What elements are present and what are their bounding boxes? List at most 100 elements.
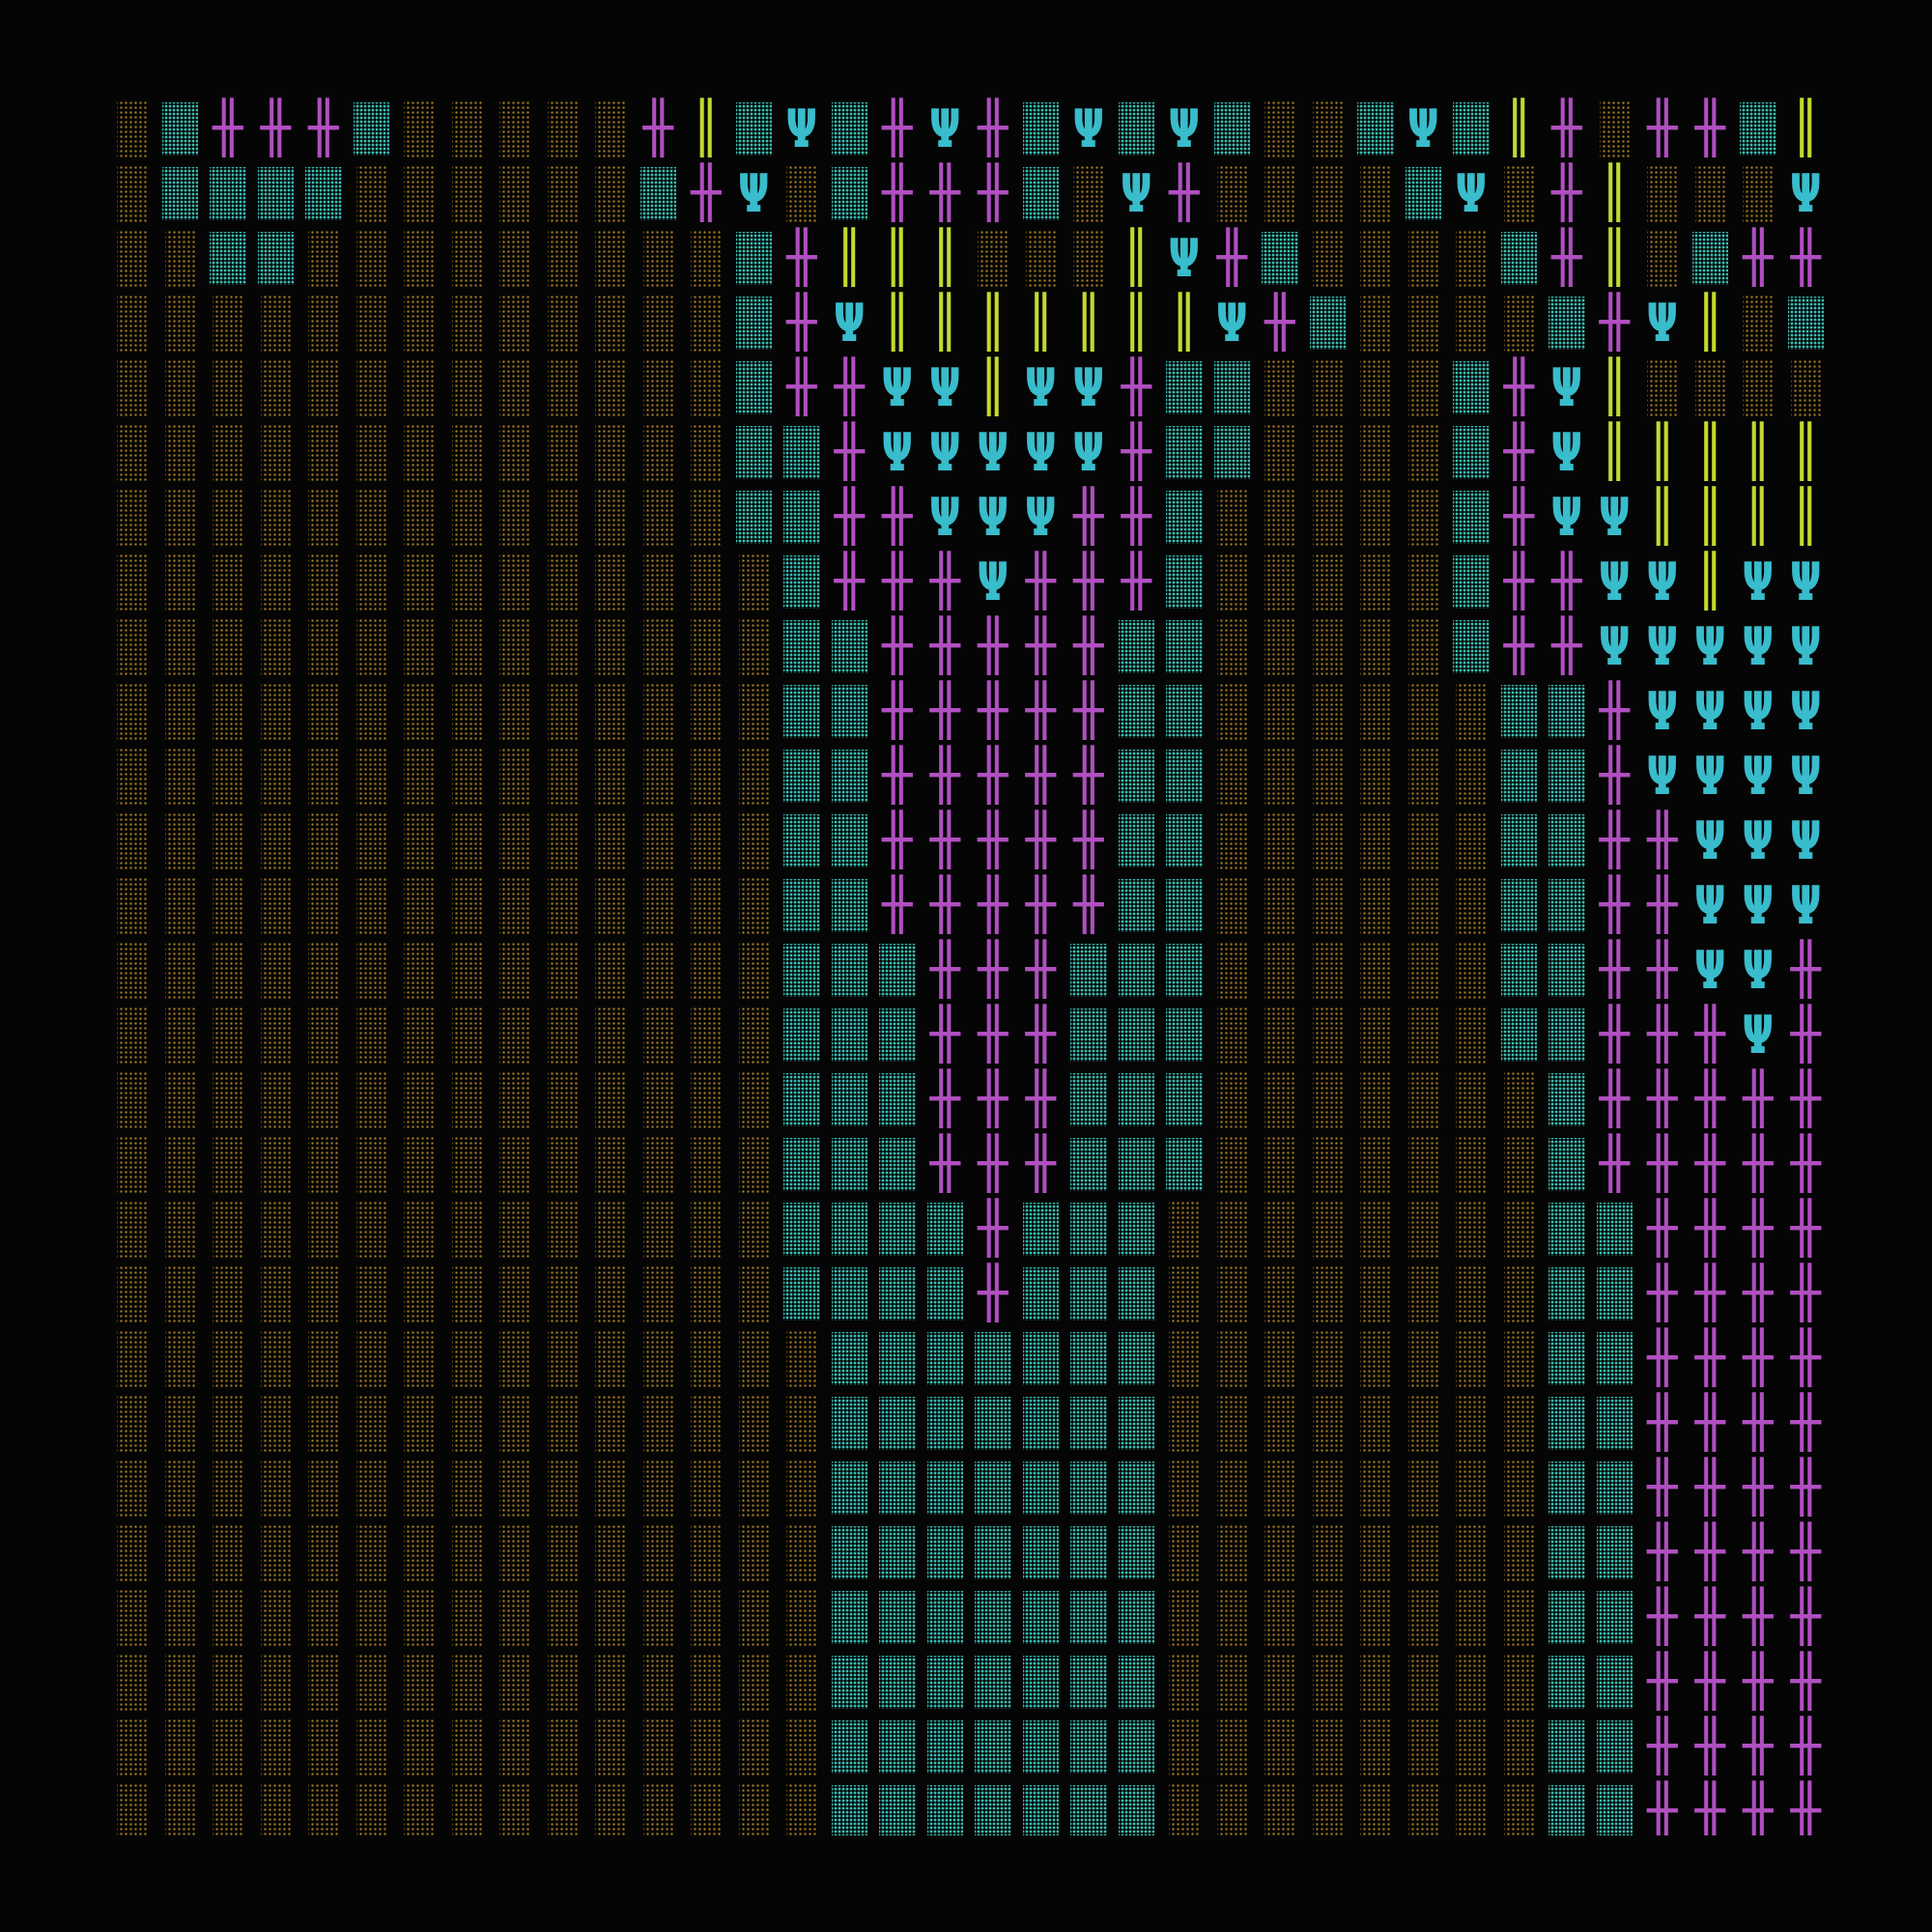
dirt-tile [682, 1003, 730, 1067]
dirt-tile [299, 291, 348, 355]
dirt-tile [1304, 161, 1352, 226]
dirt-tile [1256, 809, 1304, 873]
moss-tile [156, 97, 205, 161]
moss-tile [204, 226, 252, 291]
moss-tile [1591, 1715, 1639, 1779]
crystal-wall-icon: ╫ [1694, 1718, 1725, 1776]
dirt-tile [348, 1132, 396, 1197]
dirt-tile [1304, 1650, 1352, 1715]
trident-plant-icon: Ψ [881, 357, 913, 418]
dirt-tile [730, 1003, 779, 1067]
crystal-wall-icon: ╫ [1647, 1329, 1678, 1387]
moss-tile [826, 1650, 874, 1715]
dirt-tile [1304, 744, 1352, 809]
moss-tile [1160, 614, 1208, 679]
dirt-tile [204, 1585, 252, 1650]
dirt-tile [1208, 614, 1257, 679]
grass-stalk-icon: ║ [1647, 488, 1678, 546]
dirt-tile [1160, 1715, 1208, 1779]
dirt-tile [1256, 614, 1304, 679]
dirt-tile [1447, 1456, 1495, 1520]
grass-stalk-icon: ║ [1599, 423, 1630, 481]
dirt-tile [299, 1262, 348, 1326]
dirt-tile [252, 614, 300, 679]
moss-tile [1017, 97, 1065, 161]
dirt-tile [204, 1456, 252, 1520]
dirt-tile [348, 291, 396, 355]
dirt-tile [491, 1715, 539, 1779]
moss-tile [826, 809, 874, 873]
crystal-wall-icon: ╫ [1121, 423, 1151, 481]
dirt-tile [1160, 1585, 1208, 1650]
crystal-wall-icon: ╫ [1830, 744, 1833, 809]
crystal-wall-icon: ╫ [1647, 1653, 1678, 1711]
dirt-tile [299, 1391, 348, 1456]
crystal-wall-icon: ╫ [1830, 1520, 1833, 1585]
dirt-tile [156, 614, 205, 679]
dirt-tile [1447, 226, 1495, 291]
dirt-tile [1256, 1067, 1304, 1132]
trident-plant-icon: Ψ [1789, 746, 1822, 807]
dirt-tile [1208, 744, 1257, 809]
crystal-wall-icon: ╫ [1073, 811, 1104, 869]
trident-plant-icon: Ψ [1742, 940, 1774, 1001]
dirt-tile [586, 744, 635, 809]
dirt-tile [586, 809, 635, 873]
moss-tile [730, 97, 779, 161]
moss-tile [1495, 226, 1544, 291]
dirt-tile [1256, 97, 1304, 161]
moss-tile [873, 1520, 922, 1585]
dirt-tile [204, 420, 252, 485]
trident-plant-icon: Ψ [928, 357, 961, 418]
dirt-tile [1208, 1650, 1257, 1715]
moss-tile [1543, 1779, 1591, 1835]
dirt-tile [443, 1003, 492, 1067]
moss-tile [1543, 679, 1591, 744]
dirt-tile [682, 1132, 730, 1197]
dirt-tile [491, 97, 539, 161]
crystal-wall-icon: ╫ [1647, 876, 1678, 934]
dirt-tile [1400, 1715, 1448, 1779]
grass-stalk-icon: ║ [1121, 229, 1151, 287]
dirt-tile [491, 614, 539, 679]
trident-plant-icon: Ψ [977, 552, 1009, 612]
crystal-wall-icon: ╫ [1121, 488, 1151, 546]
trident-plant-icon: Ψ [1789, 616, 1822, 677]
moss-tile [1017, 1779, 1065, 1835]
tile-map[interactable]: ╫╫╫╫║Ψ╫Ψ╫ΨΨΨ║╫╫╫║╫Ψ╫╫╫Ψ╫Ψ╫║Ψ╫╫║║║║Ψ╫╫║╫╫… [108, 97, 1833, 1835]
moss-tile [873, 1715, 922, 1779]
moss-tile [156, 161, 205, 226]
trident-plant-icon: Ψ [977, 422, 1009, 483]
dirt-tile [1208, 550, 1257, 614]
dirt-tile [1447, 1391, 1495, 1456]
grass-stalk-icon: ║ [1743, 423, 1774, 481]
dirt-tile [778, 1715, 826, 1779]
dirt-tile [1447, 938, 1495, 1003]
trident-plant-icon: Ψ [977, 487, 1009, 548]
dirt-tile [730, 550, 779, 614]
dirt-tile [682, 1197, 730, 1262]
moss-tile [1208, 355, 1257, 420]
dirt-tile [443, 1391, 492, 1456]
crystal-wall-icon: ╫ [1790, 1135, 1821, 1193]
dirt-tile [204, 1197, 252, 1262]
dirt-tile [252, 1132, 300, 1197]
dirt-tile [1495, 1326, 1544, 1391]
trident-plant-icon: Ψ [737, 163, 770, 224]
moss-tile [1351, 97, 1400, 161]
grass-stalk-icon: ║ [1647, 423, 1678, 481]
dirt-tile [539, 420, 587, 485]
dirt-tile [395, 355, 443, 420]
moss-tile [778, 1197, 826, 1262]
dirt-tile [1208, 1197, 1257, 1262]
dirt-tile [1160, 1391, 1208, 1456]
moss-tile [1160, 679, 1208, 744]
crystal-wall-icon: ╫ [786, 294, 817, 352]
dirt-tile [299, 550, 348, 614]
crystal-wall-icon: ╫ [1647, 1394, 1678, 1452]
moss-tile [1160, 809, 1208, 873]
dirt-tile [156, 1585, 205, 1650]
crystal-wall-icon: ╫ [1647, 1135, 1678, 1193]
crystal-wall-icon: ╫ [1647, 1588, 1678, 1646]
